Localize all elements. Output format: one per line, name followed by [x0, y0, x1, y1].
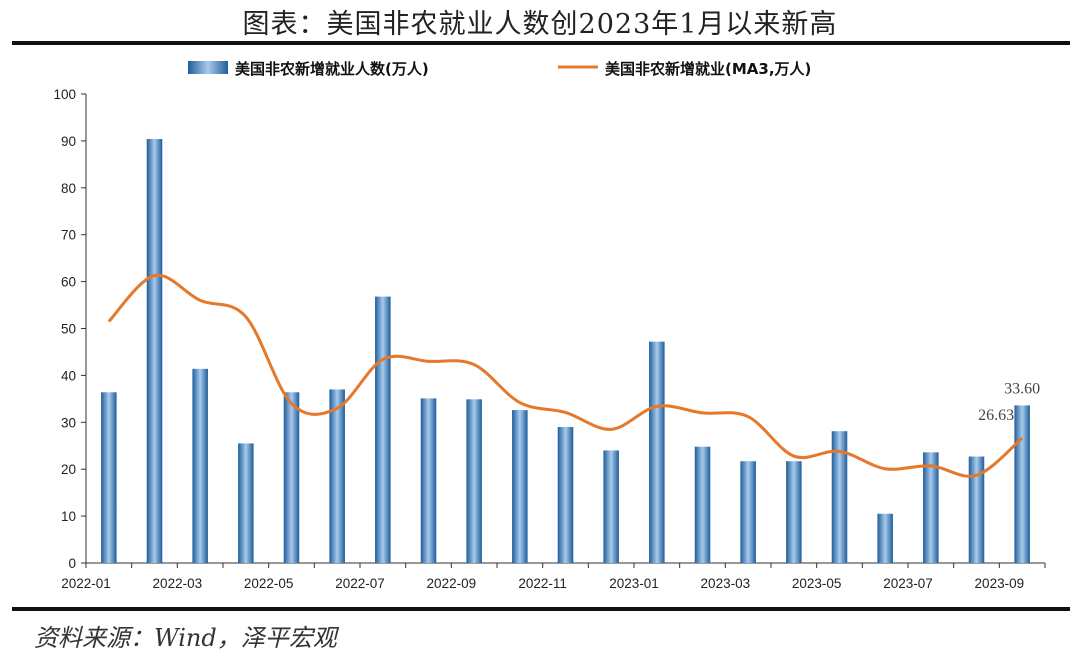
x-tick-label: 2023-09	[975, 576, 1025, 591]
legend-swatch-bar	[188, 61, 228, 74]
data-label: 33.60	[1004, 380, 1040, 397]
y-tick-label: 80	[61, 181, 76, 196]
top-rule	[12, 41, 1070, 45]
x-tick-label: 2022-01	[61, 576, 111, 591]
legend-label-bar: 美国非农新增就业人数(万人)	[235, 60, 429, 78]
x-tick-label: 2023-03	[701, 576, 751, 591]
y-tick-label: 70	[61, 228, 76, 243]
annotations: 33.60 26.63	[978, 380, 1040, 424]
y-tick-label: 100	[53, 87, 76, 102]
bar	[786, 461, 802, 563]
bar	[649, 341, 665, 563]
bar	[694, 446, 711, 563]
y-tick-label: 40	[61, 368, 76, 383]
x-tick-label: 2023-07	[883, 576, 933, 591]
y-tick-label: 60	[61, 275, 76, 290]
x-tick-label: 2023-01	[609, 576, 659, 591]
bar	[877, 513, 893, 563]
bar	[557, 426, 574, 563]
bar	[329, 389, 345, 563]
bar	[740, 461, 756, 563]
x-tick-label: 2022-07	[335, 576, 385, 591]
legend-label-line: 美国非农新增就业(MA3,万人)	[605, 60, 811, 78]
x-tick-label: 2022-03	[153, 576, 203, 591]
bar	[283, 392, 300, 563]
data-label: 26.63	[978, 407, 1014, 424]
x-tick-label: 2023-05	[792, 576, 842, 591]
bar	[375, 296, 391, 563]
bar	[466, 399, 482, 563]
bar	[923, 452, 939, 563]
line-series	[107, 273, 1024, 478]
y-tick-label: 0	[68, 556, 76, 571]
bar	[968, 456, 985, 563]
y-tick-label: 90	[61, 134, 76, 149]
bar	[512, 410, 528, 563]
bar	[420, 398, 437, 563]
y-tick-label: 10	[61, 509, 76, 524]
bar	[146, 139, 163, 564]
ma3-line	[107, 273, 1024, 478]
y-tick-label: 30	[61, 415, 76, 430]
bar	[192, 368, 208, 563]
x-tick-label: 2022-09	[427, 576, 477, 591]
bar	[101, 392, 117, 563]
legend: 美国非农新增就业人数(万人) 美国非农新增就业(MA3,万人)	[188, 60, 811, 78]
bar	[603, 450, 619, 563]
bar	[831, 431, 848, 563]
x-tick-label: 2022-05	[244, 576, 294, 591]
bar	[1014, 405, 1030, 563]
x-tick-label: 2022-11	[518, 576, 567, 591]
bottom-rule	[12, 607, 1070, 611]
source-note: 资料来源：Wind，泽平宏观	[34, 624, 337, 652]
bar	[238, 443, 254, 563]
chart-title: 图表：美国非农就业人数创2023年1月以来新高	[242, 9, 838, 40]
y-tick-label: 50	[61, 322, 76, 337]
bar-series	[101, 139, 1030, 564]
y-tick-label: 20	[61, 462, 76, 477]
